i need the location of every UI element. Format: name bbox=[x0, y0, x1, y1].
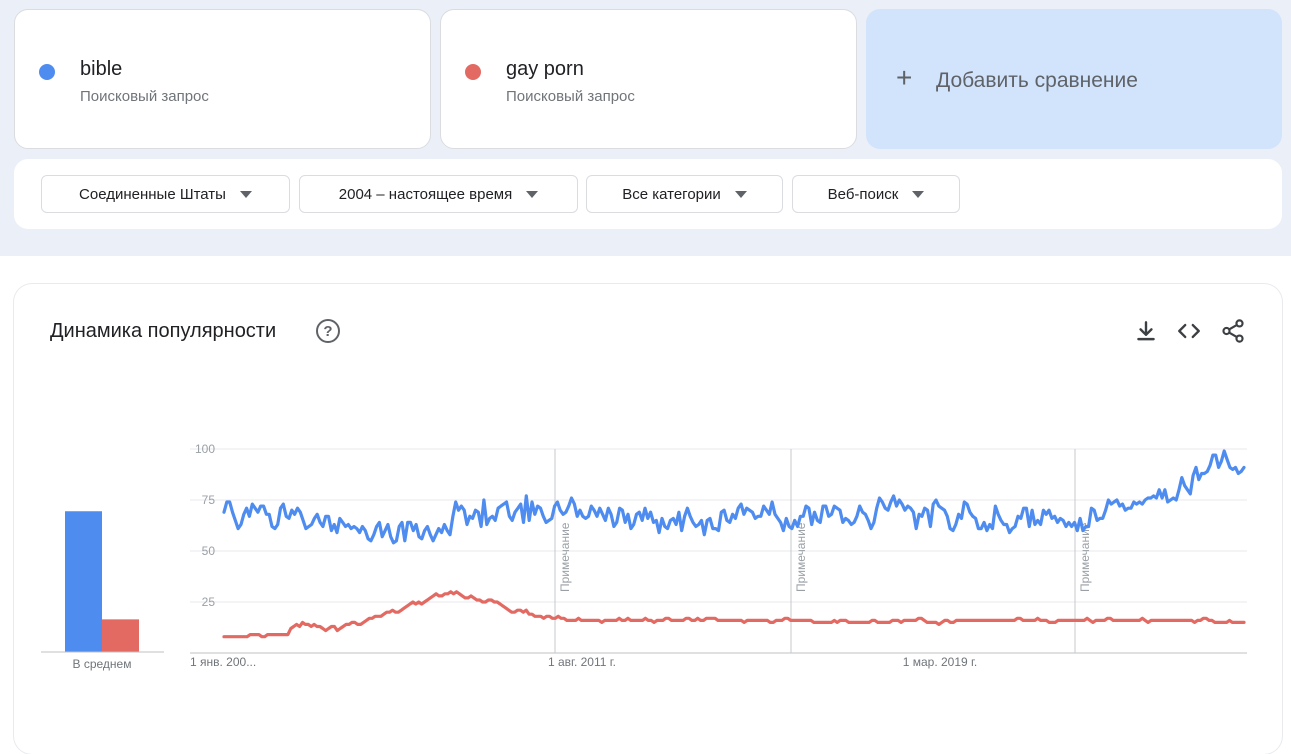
interest-chart: 25 50 75 100 1 янв. 200... 1 авг. 2011 г. 1 м… bbox=[41, 442, 1247, 671]
plus-icon: + bbox=[896, 62, 913, 93]
share-icon[interactable] bbox=[1220, 318, 1246, 344]
series-line-gay-porn[interactable] bbox=[222, 590, 1246, 639]
term-type: Поисковый запрос bbox=[506, 88, 635, 105]
y-tick-label: 50 bbox=[202, 544, 216, 558]
help-icon[interactable]: ? bbox=[316, 319, 340, 343]
chart-gridlines bbox=[190, 448, 1247, 654]
search-type-filter[interactable]: Веб-поиск bbox=[792, 175, 960, 213]
series-line-bible[interactable] bbox=[222, 449, 1246, 545]
dropdown-caret-icon bbox=[734, 190, 747, 198]
average-label: В среднем bbox=[73, 657, 132, 671]
add-comparison-button[interactable]: + Добавить сравнение bbox=[866, 9, 1282, 149]
term-card-bible[interactable]: bible Поисковый запрос bbox=[14, 9, 431, 149]
y-axis-ticks: 25 50 75 100 bbox=[195, 442, 215, 609]
x-axis-ticks: 1 янв. 200... 1 авг. 2011 г. 1 мар. 2019 г… bbox=[190, 655, 977, 669]
term-color-dot bbox=[39, 64, 55, 80]
dropdown-caret-icon bbox=[239, 190, 252, 198]
search-type-filter-label: Веб-поиск bbox=[827, 185, 899, 203]
y-tick-label: 100 bbox=[195, 442, 215, 456]
download-icon[interactable] bbox=[1133, 318, 1159, 344]
term-name: gay porn bbox=[506, 58, 584, 80]
y-tick-label: 25 bbox=[202, 595, 216, 609]
term-card-gay-porn[interactable]: gay porn Поисковый запрос bbox=[440, 9, 857, 149]
chart-series-lines bbox=[222, 449, 1246, 639]
period-filter[interactable]: 2004 – настоящее время bbox=[299, 175, 578, 213]
dropdown-caret-icon bbox=[526, 190, 539, 198]
term-name: bible bbox=[80, 58, 123, 80]
add-comparison-label: Добавить сравнение bbox=[936, 69, 1138, 92]
period-filter-label: 2004 – настоящее время bbox=[338, 185, 513, 203]
y-tick-label: 75 bbox=[202, 493, 216, 507]
x-tick-label: 1 мар. 2019 г. bbox=[903, 655, 978, 669]
note-label[interactable]: Примечание bbox=[1078, 522, 1092, 592]
term-color-dot bbox=[465, 64, 481, 80]
dropdown-caret-icon bbox=[912, 190, 925, 198]
term-type: Поисковый запрос bbox=[80, 88, 209, 105]
category-filter[interactable]: Все категории bbox=[586, 175, 783, 213]
region-filter-label: Соединенные Штаты bbox=[79, 185, 226, 203]
average-bars: В среднем bbox=[41, 511, 164, 671]
note-label[interactable]: Примечание bbox=[558, 522, 572, 592]
average-bar[interactable] bbox=[65, 511, 102, 652]
x-tick-label: 1 янв. 200... bbox=[190, 655, 256, 669]
filters-bar: Соединенные Штаты 2004 – настоящее время… bbox=[14, 159, 1282, 229]
category-filter-label: Все категории bbox=[622, 185, 721, 203]
x-tick-label: 1 авг. 2011 г. bbox=[548, 655, 616, 669]
note-label[interactable]: Примечание bbox=[794, 522, 808, 592]
panel-title: Динамика популярности bbox=[50, 320, 277, 342]
embed-code-icon[interactable] bbox=[1176, 318, 1202, 344]
region-filter[interactable]: Соединенные Штаты bbox=[41, 175, 290, 213]
average-bar[interactable] bbox=[102, 619, 139, 652]
